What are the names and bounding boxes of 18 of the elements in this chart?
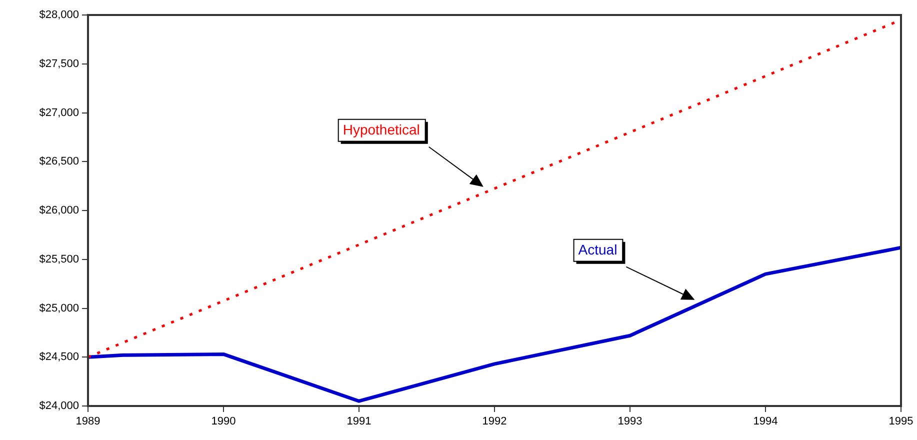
y-tick-label: $28,000 xyxy=(39,9,79,22)
x-tick-label: 1993 xyxy=(618,416,642,428)
y-tick-label: $26,500 xyxy=(39,156,79,168)
y-tick-label: $27,000 xyxy=(39,106,79,119)
x-tick-label: 1994 xyxy=(753,416,778,428)
x-tick-label: 1989 xyxy=(76,416,100,428)
x-tick-label: 1995 xyxy=(888,416,914,428)
x-tick-label: 1992 xyxy=(482,416,507,428)
y-tick-label: $25,000 xyxy=(39,302,79,314)
y-tick-label: $26,000 xyxy=(39,204,79,217)
x-tick-label: 1991 xyxy=(346,416,372,428)
y-tick-label: $24,000 xyxy=(39,400,79,412)
y-tick-label: $24,500 xyxy=(39,351,79,364)
y-tick-label: $25,500 xyxy=(39,253,79,266)
text: Hypothetical xyxy=(342,122,420,138)
x-tick-label: 1990 xyxy=(211,416,236,428)
y-tick-label: $27,500 xyxy=(39,58,79,70)
text: Actual xyxy=(578,242,618,258)
